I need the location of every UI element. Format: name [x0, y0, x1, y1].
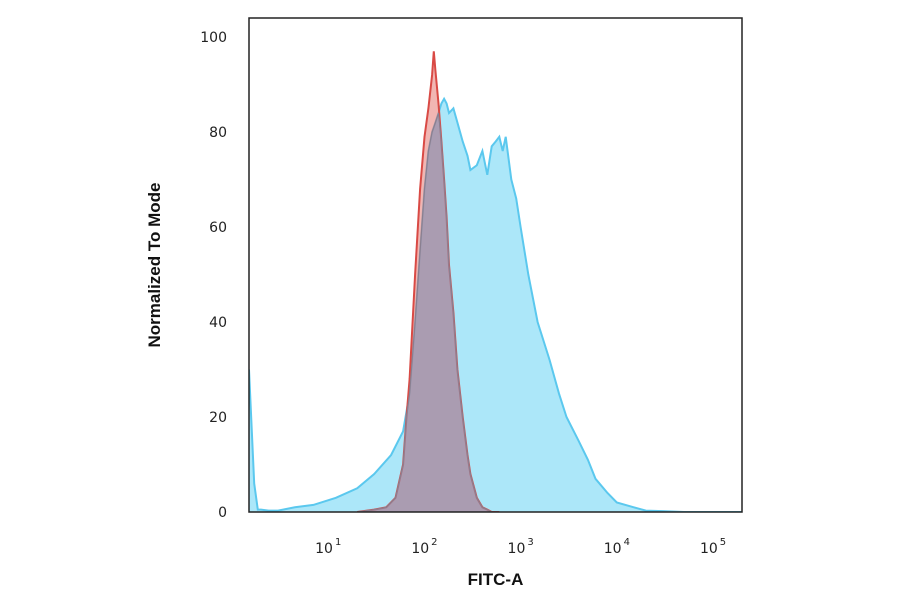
plot-area: [249, 51, 742, 512]
series-0-area: [249, 98, 742, 512]
x-tick-label: 10 2: [411, 537, 437, 557]
x-tick-label: 10 5: [700, 537, 726, 557]
overlap-region: [357, 112, 500, 512]
x-tick-exponent: 3: [527, 537, 533, 548]
x-tick-base: 10: [604, 541, 622, 557]
x-tick-label: 10 4: [604, 537, 630, 557]
series-0-line: [249, 96, 742, 512]
x-tick-base: 10: [508, 541, 526, 557]
y-tick-label: 60: [209, 220, 227, 236]
y-tick-label: 40: [209, 315, 227, 331]
y-tick-label: 20: [209, 410, 227, 426]
x-axis-ticks: 10 1 10 2 10 3 10 4 10 5: [315, 537, 726, 557]
y-axis-ticks: 0 20 40 60 80 100: [200, 30, 227, 521]
x-tick-exponent: 5: [720, 537, 726, 548]
plot-frame: [248, 17, 743, 513]
x-tick-exponent: 4: [624, 537, 630, 548]
x-tick-base: 10: [411, 541, 429, 557]
x-tick-base: 10: [315, 541, 333, 557]
x-tick-base: 10: [700, 541, 718, 557]
y-axis-label: Normalized To Mode: [145, 183, 164, 348]
x-tick-label: 10 3: [508, 537, 534, 557]
x-tick-exponent: 1: [335, 537, 341, 548]
x-axis-label: FITC-A: [468, 570, 524, 589]
y-tick-label: 100: [200, 30, 227, 46]
x-tick-label: 10 1: [315, 537, 341, 557]
x-tick-exponent: 2: [431, 537, 437, 548]
y-tick-label: 0: [218, 505, 227, 521]
y-tick-label: 80: [209, 125, 227, 141]
